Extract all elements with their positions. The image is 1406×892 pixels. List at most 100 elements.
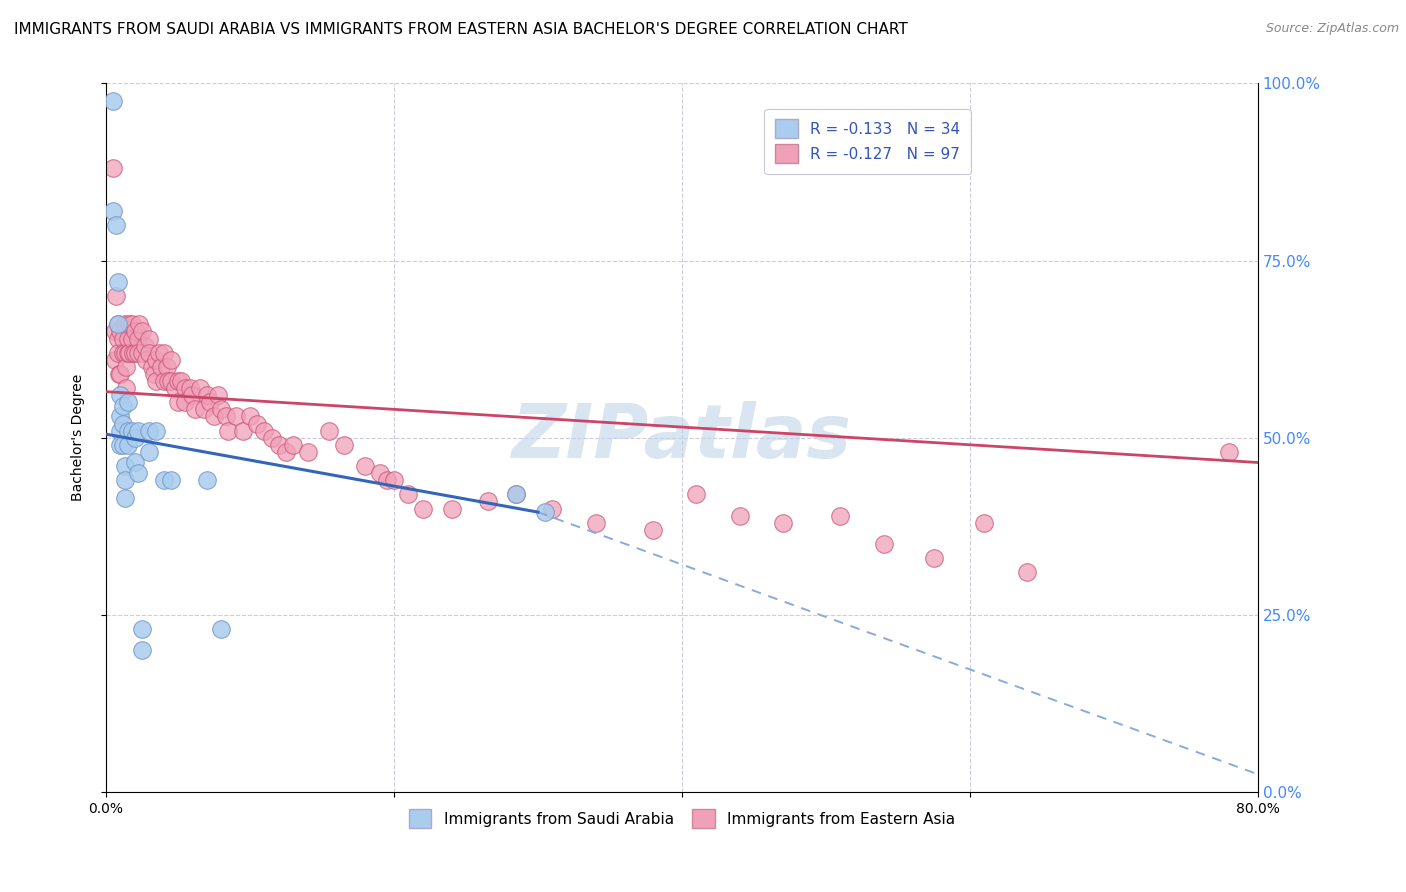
Point — [110, 388, 132, 402]
Point — [214, 409, 236, 424]
Point — [167, 374, 190, 388]
Point — [209, 402, 232, 417]
Legend: Immigrants from Saudi Arabia, Immigrants from Eastern Asia: Immigrants from Saudi Arabia, Immigrants… — [402, 803, 962, 834]
Point — [117, 424, 139, 438]
Point — [103, 94, 125, 108]
Point — [167, 395, 190, 409]
Point — [105, 218, 128, 232]
Point — [110, 424, 132, 438]
Point — [170, 374, 193, 388]
Point — [124, 455, 146, 469]
Point — [115, 381, 138, 395]
Point — [160, 374, 183, 388]
Point — [127, 331, 149, 345]
Point — [127, 345, 149, 359]
Point — [117, 345, 139, 359]
Point — [179, 381, 201, 395]
Point — [121, 424, 143, 438]
Point — [440, 501, 463, 516]
Point — [122, 345, 145, 359]
Point — [283, 438, 305, 452]
Point — [145, 424, 167, 438]
Point — [138, 331, 160, 345]
Point — [207, 388, 229, 402]
Point — [332, 438, 354, 452]
Point — [174, 381, 197, 395]
Point — [1218, 445, 1240, 459]
Point — [117, 438, 139, 452]
Point — [104, 325, 127, 339]
Point — [117, 331, 139, 345]
Point — [354, 458, 377, 473]
Point — [412, 501, 434, 516]
Point — [114, 318, 136, 332]
Point — [375, 473, 398, 487]
Point — [114, 473, 136, 487]
Point — [118, 345, 141, 359]
Point — [142, 367, 165, 381]
Text: IMMIGRANTS FROM SAUDI ARABIA VS IMMIGRANTS FROM EASTERN ASIA BACHELOR'S DEGREE C: IMMIGRANTS FROM SAUDI ARABIA VS IMMIGRAN… — [14, 22, 908, 37]
Point — [225, 409, 247, 424]
Point — [103, 204, 125, 219]
Point — [110, 409, 132, 424]
Point — [124, 325, 146, 339]
Point — [118, 318, 141, 332]
Point — [131, 622, 153, 636]
Point — [274, 445, 297, 459]
Point — [188, 381, 211, 395]
Point — [152, 345, 174, 359]
Point — [198, 395, 221, 409]
Point — [152, 374, 174, 388]
Point — [127, 466, 149, 480]
Point — [138, 445, 160, 459]
Point — [260, 431, 283, 445]
Point — [585, 516, 607, 530]
Point — [107, 331, 129, 345]
Point — [149, 359, 172, 374]
Point — [131, 325, 153, 339]
Point — [124, 345, 146, 359]
Point — [138, 345, 160, 359]
Point — [160, 352, 183, 367]
Point — [643, 523, 665, 537]
Point — [728, 508, 751, 523]
Point — [184, 402, 207, 417]
Point — [112, 399, 135, 413]
Point — [121, 318, 143, 332]
Point — [160, 473, 183, 487]
Point — [318, 424, 340, 438]
Point — [217, 424, 239, 438]
Point — [382, 473, 405, 487]
Point — [141, 359, 163, 374]
Point — [131, 643, 153, 657]
Point — [114, 345, 136, 359]
Point — [209, 622, 232, 636]
Point — [127, 424, 149, 438]
Point — [253, 424, 276, 438]
Point — [131, 345, 153, 359]
Point — [232, 424, 254, 438]
Point — [396, 487, 419, 501]
Point — [505, 487, 527, 501]
Point — [195, 473, 218, 487]
Point — [195, 388, 218, 402]
Point — [117, 395, 139, 409]
Point — [830, 508, 852, 523]
Point — [246, 417, 269, 431]
Point — [134, 338, 156, 352]
Point — [239, 409, 262, 424]
Point — [115, 359, 138, 374]
Point — [114, 491, 136, 505]
Point — [541, 501, 564, 516]
Point — [193, 402, 215, 417]
Point — [110, 325, 132, 339]
Point — [145, 352, 167, 367]
Point — [112, 345, 135, 359]
Text: ZIPatlas: ZIPatlas — [512, 401, 852, 475]
Point — [1017, 566, 1039, 580]
Point — [297, 445, 319, 459]
Point — [105, 289, 128, 303]
Point — [110, 367, 132, 381]
Point — [477, 494, 499, 508]
Point — [112, 331, 135, 345]
